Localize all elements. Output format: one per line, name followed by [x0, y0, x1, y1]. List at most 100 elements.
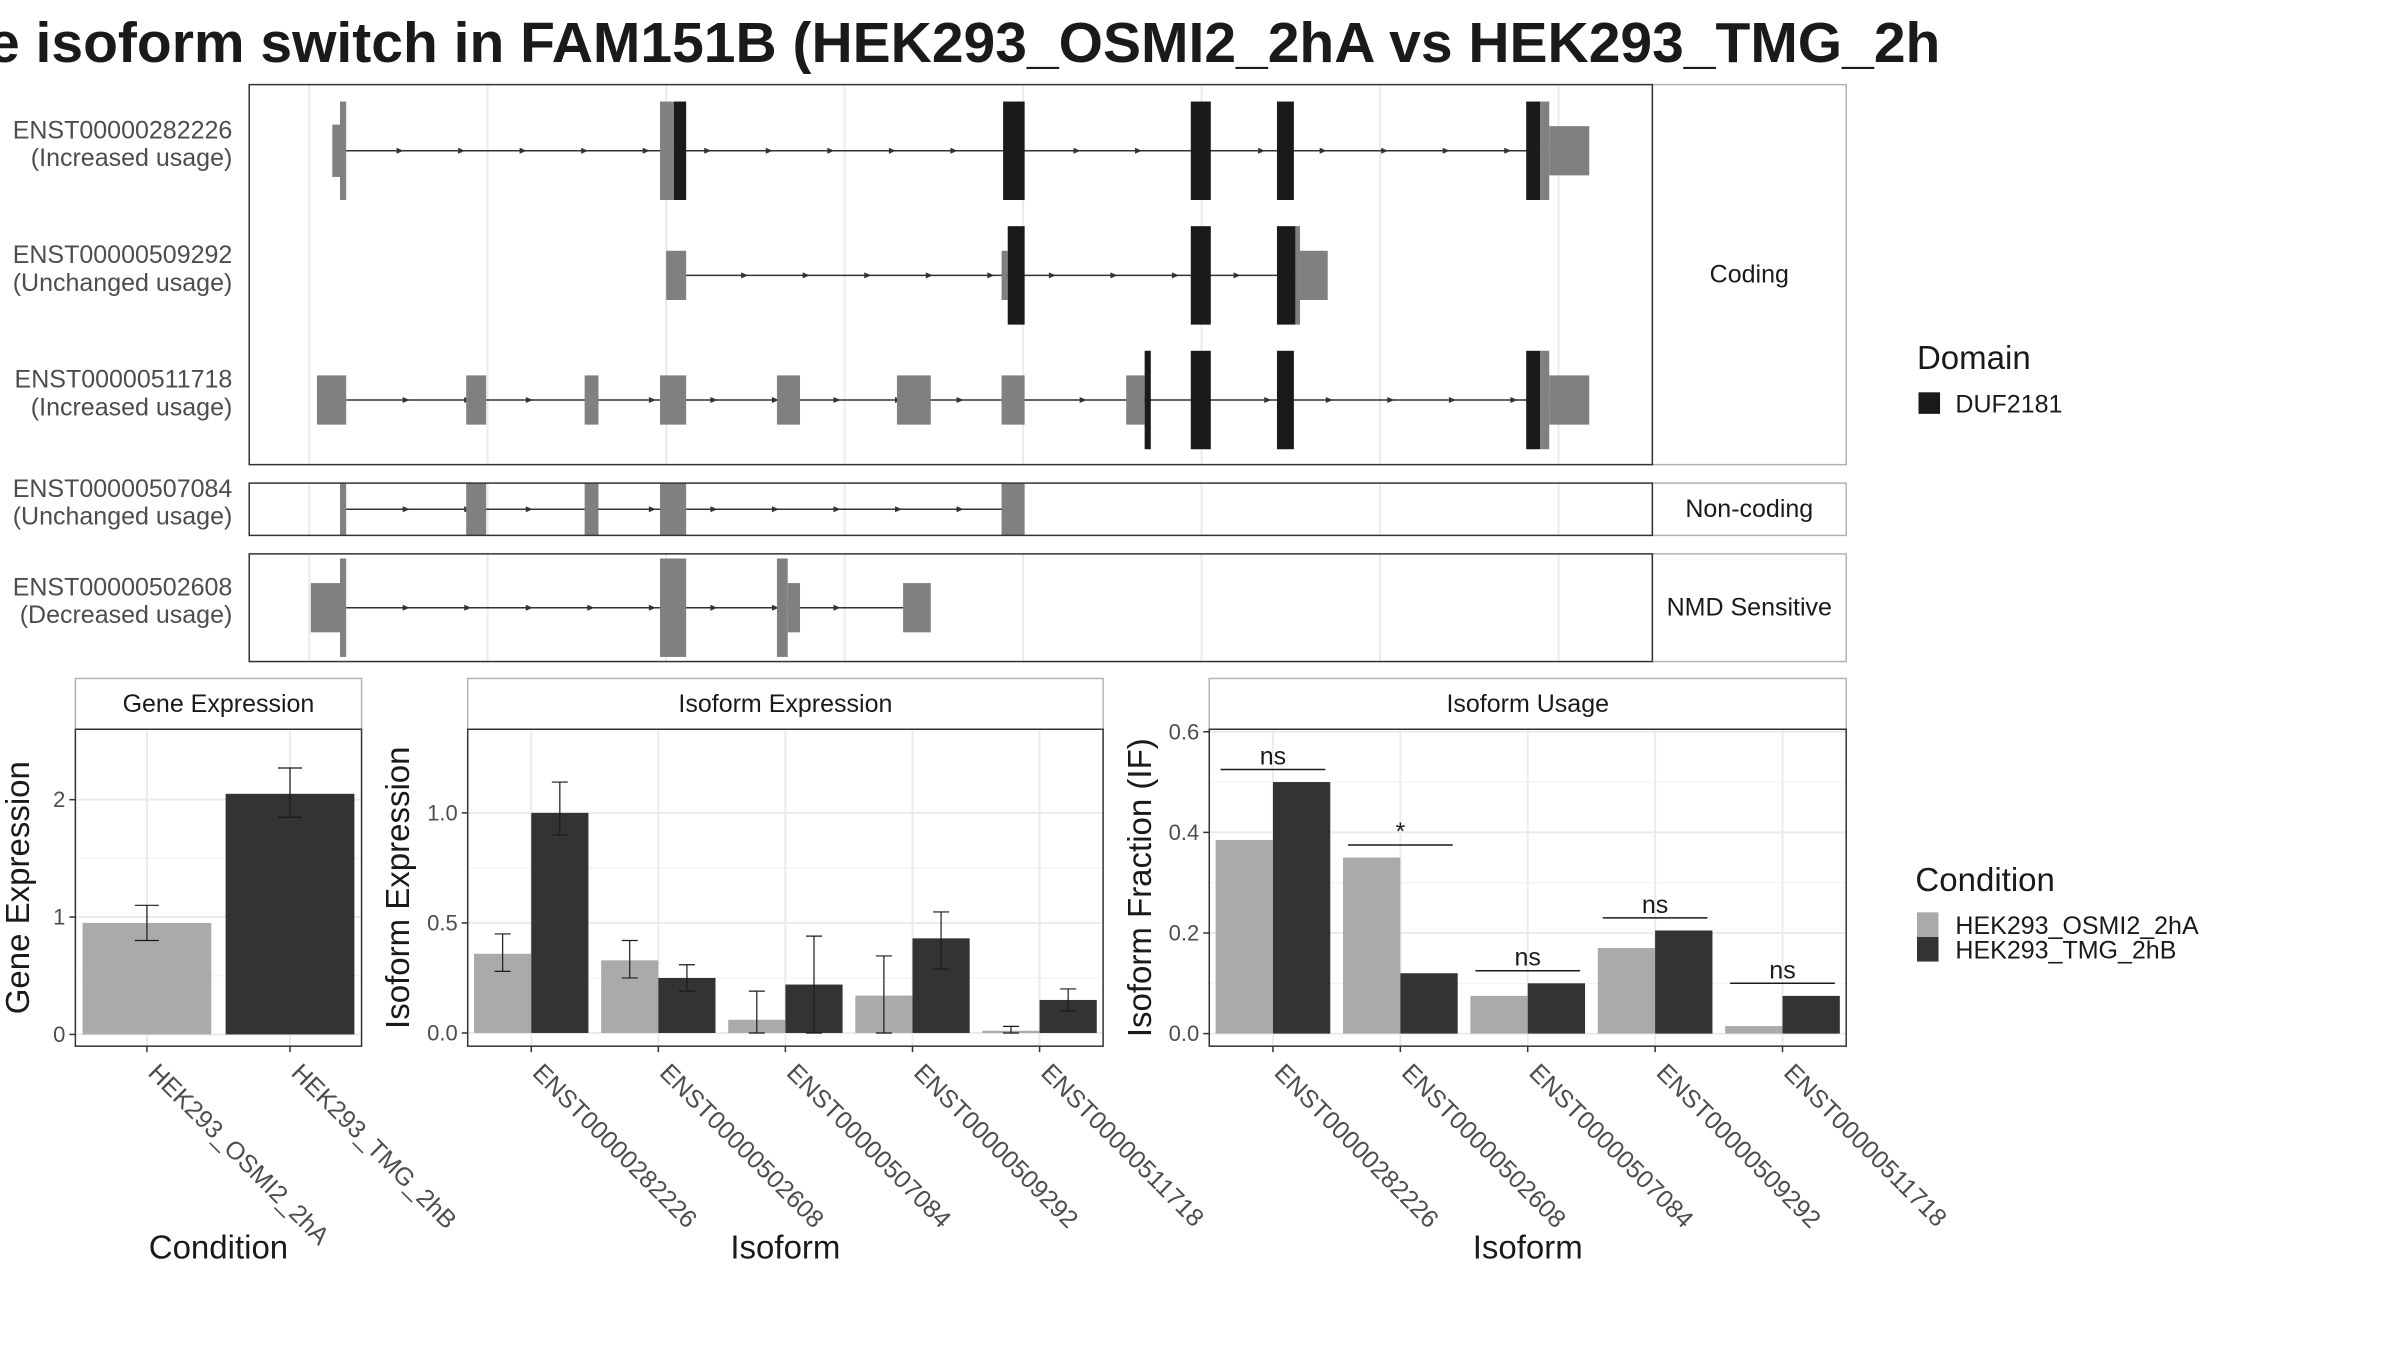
y-tick-label: 0.5 — [427, 910, 458, 935]
intron-arrow — [956, 506, 964, 513]
exon — [1001, 250, 1008, 301]
condition-legend-key — [1916, 936, 1939, 962]
exon — [903, 583, 931, 633]
y-axis-title: Gene Expression — [0, 761, 36, 1014]
exon — [1001, 483, 1025, 536]
intron-arrow — [888, 147, 896, 154]
intron-arrow — [895, 506, 903, 513]
domain-exon — [1526, 101, 1541, 201]
facet-label: Non-coding — [1685, 495, 1813, 523]
intron-arrow — [771, 506, 779, 513]
exon — [776, 558, 788, 657]
bar — [1527, 983, 1586, 1034]
exon — [1549, 126, 1590, 176]
exon — [1540, 101, 1550, 201]
bar — [1272, 782, 1331, 1034]
exon — [787, 583, 801, 633]
intron-arrow — [1448, 397, 1456, 404]
intron-arrow — [710, 506, 718, 513]
exon — [1295, 226, 1301, 325]
domain-exon — [1276, 101, 1294, 201]
domain-exon — [1190, 101, 1211, 201]
intron-arrow — [519, 147, 527, 154]
intron-arrow — [710, 397, 718, 404]
chart-strip — [74, 677, 363, 730]
exon — [332, 124, 341, 177]
structure-panel-border — [248, 553, 1654, 663]
domain-exon — [1526, 350, 1541, 450]
bar — [1215, 839, 1273, 1034]
exon — [584, 483, 599, 536]
chart-strip — [1208, 677, 1847, 730]
y-tick-label: 2 — [53, 787, 65, 812]
bar — [1400, 973, 1458, 1034]
intron-arrow — [458, 147, 466, 154]
intron-arrow — [525, 604, 533, 611]
bar — [1782, 995, 1840, 1034]
structure-panel-border — [248, 83, 1654, 466]
intron-arrow — [525, 506, 533, 513]
intron-arrow — [771, 397, 779, 404]
structure-panel-bg — [249, 84, 1653, 465]
intron-arrow — [771, 604, 779, 611]
y-tick-label: 1 — [53, 905, 65, 930]
exon — [776, 375, 801, 425]
intron-arrow — [396, 147, 404, 154]
exon — [310, 583, 341, 633]
domain-legend-title: Domain — [1917, 339, 2031, 376]
intron-arrow — [833, 506, 841, 513]
intron-arrow — [1387, 397, 1395, 404]
intron-arrow — [833, 604, 841, 611]
chart-title: Gene Expression — [123, 690, 315, 718]
exon — [340, 558, 347, 657]
chart-title: Isoform Expression — [678, 690, 892, 718]
exon — [466, 483, 487, 536]
intron-arrow — [827, 147, 835, 154]
x-axis-title: Isoform — [730, 1228, 840, 1265]
intron-arrow — [925, 272, 933, 279]
intron-arrow — [1110, 272, 1118, 279]
bar — [225, 793, 355, 1035]
intron-arrow — [833, 397, 841, 404]
figure-title: e isoform switch in FAM151B (HEK293_OSMI… — [0, 11, 1941, 75]
exon — [660, 375, 687, 425]
exon — [316, 375, 347, 425]
significance-label: ns — [1642, 891, 1668, 919]
intron-arrow — [1381, 147, 1389, 154]
intron-arrow — [648, 604, 656, 611]
transcript-usage: (Decreased usage) — [20, 601, 233, 629]
exon — [340, 101, 347, 201]
intron-arrow — [802, 272, 810, 279]
exon — [1549, 375, 1590, 425]
intron-arrow — [581, 147, 589, 154]
transcript-usage: (Unchanged usage) — [13, 269, 233, 297]
intron-arrow — [950, 147, 958, 154]
intron-arrow — [1264, 397, 1272, 404]
domain-exon — [1190, 226, 1211, 325]
exon — [584, 375, 599, 425]
transcript-usage: (Increased usage) — [31, 393, 233, 421]
intron-arrow — [642, 147, 650, 154]
intron-arrow — [704, 147, 712, 154]
exon — [340, 483, 347, 536]
domain-legend-key — [1918, 392, 1941, 414]
intron-arrow — [402, 397, 410, 404]
intron-arrow — [1135, 147, 1143, 154]
bar — [82, 922, 212, 1035]
exon — [660, 558, 687, 657]
intron-arrow — [987, 272, 995, 279]
intron-arrow — [1073, 147, 1081, 154]
condition-legend-title: Condition — [1915, 861, 2054, 898]
domain-exon — [1190, 350, 1211, 450]
intron-arrow — [710, 604, 718, 611]
intron-arrow — [402, 604, 410, 611]
transcript-id: ENST00000511718 — [15, 366, 233, 394]
exon — [666, 250, 687, 301]
domain-exon — [1003, 101, 1025, 201]
x-axis-title: Isoform — [1473, 1228, 1583, 1265]
intron-arrow — [1258, 147, 1266, 154]
x-axis-title: Condition — [149, 1228, 288, 1265]
transcript-id: ENST00000509292 — [13, 241, 233, 269]
exon — [660, 483, 687, 536]
